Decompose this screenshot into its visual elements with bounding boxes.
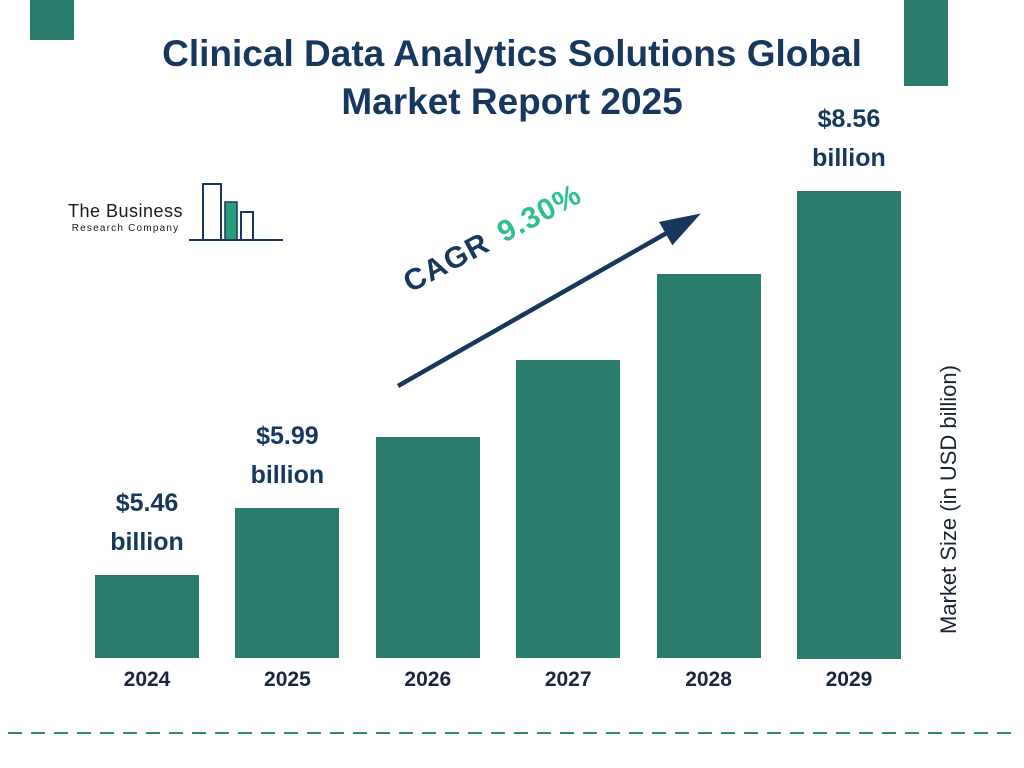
bar-2027: [516, 360, 621, 658]
page-title: Clinical Data Analytics Solutions Global…: [0, 30, 1024, 126]
title-line-2: Market Report 2025: [341, 81, 683, 122]
bar-value-label-2029: $8.56 billion: [812, 105, 886, 172]
bar-column-2025: $5.99 billion 2025: [235, 100, 340, 694]
bar-column-2024: $5.46 billion 2024: [95, 100, 199, 694]
bar-chart: $5.46 billion 2024 $5.99 billion 2025 2026 2027…: [95, 100, 901, 694]
bar-value-label-2024: $5.46 billion: [110, 489, 184, 556]
x-axis-label-2024: 2024: [123, 668, 171, 691]
bar-2025: [235, 508, 340, 658]
company-logo-text: The Business Research Company: [68, 201, 183, 248]
x-axis-label-2026: 2026: [404, 668, 452, 691]
bar-2024: [95, 575, 199, 658]
bar-column-2029: $8.56 billion 2029: [796, 100, 901, 694]
bar-column-2027: 2027: [516, 100, 621, 694]
corner-accent-top-left: [30, 0, 74, 40]
bar-column-2028: 2028: [656, 100, 761, 694]
y-axis-label: Market Size (in USD billion): [936, 365, 961, 635]
bar-2029: [796, 191, 901, 659]
corner-accent-top-right: [904, 0, 948, 86]
bar-2026: [375, 437, 480, 658]
x-axis-label-2027: 2027: [544, 668, 592, 691]
x-axis-label-2025: 2025: [264, 668, 311, 691]
bar-column-2026: 2026: [375, 100, 480, 694]
company-subname: Research Company: [71, 223, 180, 234]
x-axis-label-2029: 2029: [825, 668, 873, 691]
title-line-1: Clinical Data Analytics Solutions Global: [162, 33, 862, 74]
company-logo: The Business Research Company: [68, 178, 287, 248]
bottom-dashed-line: [8, 732, 1016, 734]
x-axis-label-2028: 2028: [685, 668, 732, 691]
bar-value-label-2025: $5.99 billion: [250, 422, 325, 489]
logo-bars-icon: [189, 183, 284, 241]
bar-2028: [656, 274, 761, 658]
company-name: The Business: [68, 201, 184, 221]
